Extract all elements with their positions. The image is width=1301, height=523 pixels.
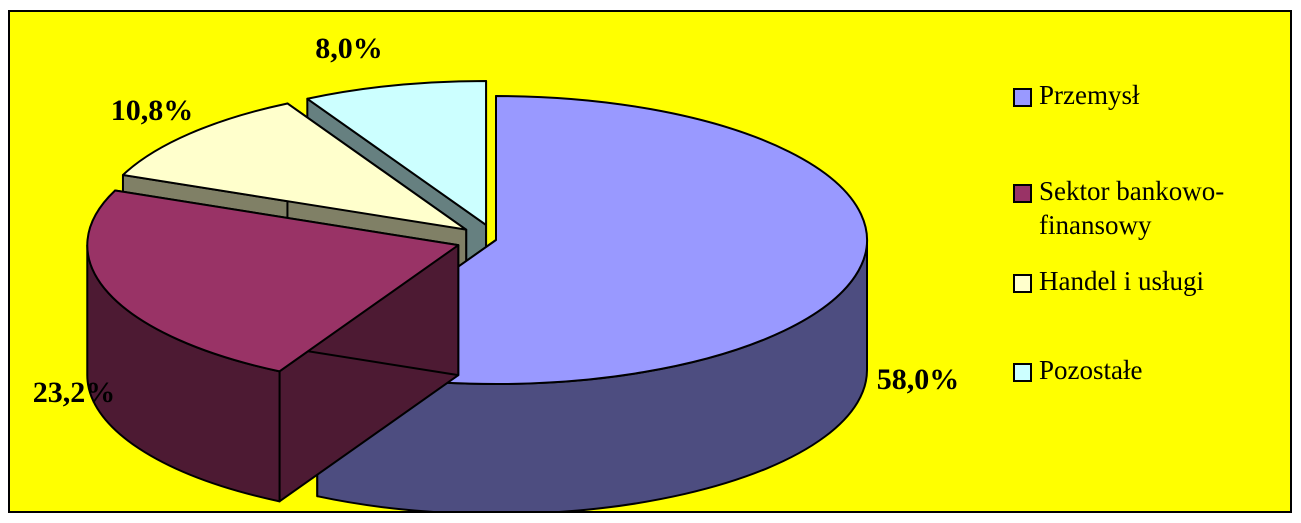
slice-label-sektor-bankowo-finansowy: 23,2% [33, 376, 116, 409]
slice-top-handel-i-uslugi [121, 102, 468, 231]
pie-slices [86, 79, 868, 511]
slice-label-przemysl: 58,0% [877, 363, 960, 396]
legend-swatch-pozostale [1013, 363, 1032, 382]
chart-area: 58,0% 23,2% 10,8% 8,0% Przemysł Sektor bank… [8, 10, 1292, 513]
legend-item-przemysl: Przemysł [1013, 78, 1269, 112]
legend-item-handel-i-uslugi: Handel i usługi [1013, 264, 1269, 298]
legend-item-pozostale: Pozostałe [1013, 353, 1269, 387]
legend-swatch-przemysl [1013, 88, 1032, 107]
pie-chart: 58,0% 23,2% 10,8% 8,0% [33, 32, 960, 511]
legend-label-sektor-bankowo-finansowy: Sektor bankowo-finansowy [1039, 176, 1225, 240]
slice-top-pozostale [306, 79, 488, 226]
legend-swatch-handel-i-uslugi [1013, 274, 1032, 293]
legend-label-przemysl: Przemysł [1039, 80, 1140, 110]
legend-label-pozostale: Pozostałe [1039, 355, 1143, 385]
legend-item-sektor-bankowo-finansowy: Sektor bankowo-finansowy [1013, 174, 1269, 242]
legend-label-handel-i-uslugi: Handel i usługi [1039, 266, 1204, 296]
slice-label-pozostale: 8,0% [315, 32, 383, 65]
legend-swatch-sektor-bankowo-finansowy [1013, 184, 1032, 203]
slice-top-sektor-bankowo-finansowy [86, 189, 460, 373]
slice-label-handel-i-uslugi: 10,8% [111, 94, 194, 127]
